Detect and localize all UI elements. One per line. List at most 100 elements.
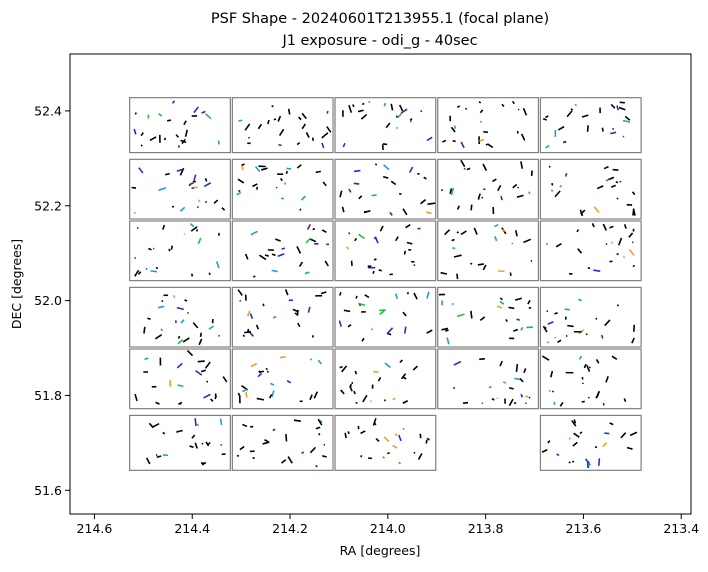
psf-whisker [421, 111, 422, 112]
psf-whisker [322, 143, 324, 148]
psf-whisker [178, 336, 179, 338]
psf-whisker [322, 133, 328, 138]
psf-whisker [633, 265, 634, 267]
psf-whisker [610, 132, 616, 133]
psf-whisker [344, 310, 350, 311]
psf-whisker [302, 452, 304, 453]
psf-whisker [354, 183, 359, 184]
psf-whisker [383, 457, 385, 458]
psf-whisker [347, 247, 349, 249]
psf-whisker [201, 333, 202, 337]
psf-whisker [520, 378, 523, 381]
psf-whisker [204, 183, 210, 187]
psf-whisker [461, 160, 465, 166]
chip-outline [130, 415, 231, 470]
chip-outline [540, 349, 641, 409]
psf-whisker [287, 381, 291, 383]
psf-whisker [345, 433, 346, 438]
psf-whisker [603, 224, 606, 230]
chart-subtitle: J1 exposure - odi_g - 40sec [281, 33, 477, 49]
psf-whisker [545, 145, 549, 148]
psf-whisker [348, 431, 349, 433]
psf-whisker [471, 311, 472, 319]
psf-whisker [163, 432, 165, 434]
psf-whisker [244, 332, 251, 333]
psf-whisker [610, 261, 613, 262]
psf-whisker [384, 437, 389, 442]
psf-whisker [524, 239, 531, 242]
psf-whisker [186, 130, 188, 137]
psf-whisker [617, 254, 619, 255]
psf-whisker [551, 190, 552, 192]
psf-whisker [453, 141, 456, 142]
psf-whisker [321, 292, 326, 294]
psf-whisker [427, 292, 429, 299]
psf-whisker [521, 161, 522, 168]
psf-whisker [242, 389, 247, 391]
psf-whisker [307, 224, 310, 229]
psf-whisker [630, 432, 637, 435]
psf-whisker [258, 124, 261, 129]
psf-whisker [495, 236, 497, 241]
psf-whisker [633, 209, 634, 215]
psf-whisker [577, 230, 578, 232]
psf-whisker [602, 128, 603, 132]
y-tick-label: 52.0 [34, 293, 62, 308]
psf-whisker [281, 460, 285, 463]
psf-whisker [452, 239, 455, 240]
psf-whisker [158, 188, 166, 191]
psf-whisker [623, 120, 630, 122]
psf-whisker [516, 230, 517, 236]
psf-whisker [135, 394, 137, 401]
psf-whisker [384, 165, 389, 170]
psf-whisker [206, 362, 211, 368]
psf-whisker [445, 330, 448, 331]
psf-whisker [147, 458, 150, 464]
psf-whisker [624, 257, 625, 258]
psf-whisker [580, 432, 582, 434]
psf-whisker [177, 385, 183, 386]
psf-whisker [289, 109, 290, 115]
psf-whisker [148, 249, 151, 250]
psf-whisker [322, 456, 326, 457]
psf-whisker [457, 232, 459, 233]
psf-whisker [286, 434, 287, 441]
psf-whisker [625, 224, 626, 228]
psf-whisker [340, 191, 342, 197]
psf-whisker [246, 254, 248, 259]
psf-whisker [365, 295, 369, 298]
psf-whisker [543, 119, 546, 120]
psf-whisker [301, 196, 305, 200]
psf-whisker [549, 166, 550, 167]
chip-outline [232, 221, 333, 281]
psf-whisker [135, 270, 139, 276]
psf-whisker [529, 192, 530, 194]
psf-whisker [578, 249, 582, 254]
psf-whisker [604, 167, 608, 169]
y-tick-label: 52.2 [34, 198, 62, 213]
psf-whisker [156, 455, 157, 456]
psf-whisker [398, 113, 402, 118]
x-tick-label: 213.8 [468, 521, 504, 536]
x-tick-label: 214.2 [272, 521, 308, 536]
psf-whisker [405, 327, 406, 334]
psf-whisker [464, 168, 465, 169]
psf-whisker [193, 323, 198, 328]
psf-whisker [480, 110, 482, 113]
psf-whisker [242, 165, 243, 170]
psf-whisker [399, 462, 401, 464]
psf-whisker [275, 239, 280, 241]
psf-whisker [542, 356, 549, 360]
psf-whisker [594, 207, 599, 213]
psf-whisker [611, 104, 615, 108]
psf-whisker [310, 395, 312, 400]
psf-whisker [270, 395, 272, 399]
psf-whisker [447, 338, 449, 345]
psf-whisker [610, 423, 614, 425]
psf-whisker [391, 181, 396, 184]
psf-whisker [341, 390, 344, 394]
psf-whisker [457, 106, 460, 107]
psf-whisker [557, 454, 559, 455]
psf-whisker [560, 402, 563, 406]
